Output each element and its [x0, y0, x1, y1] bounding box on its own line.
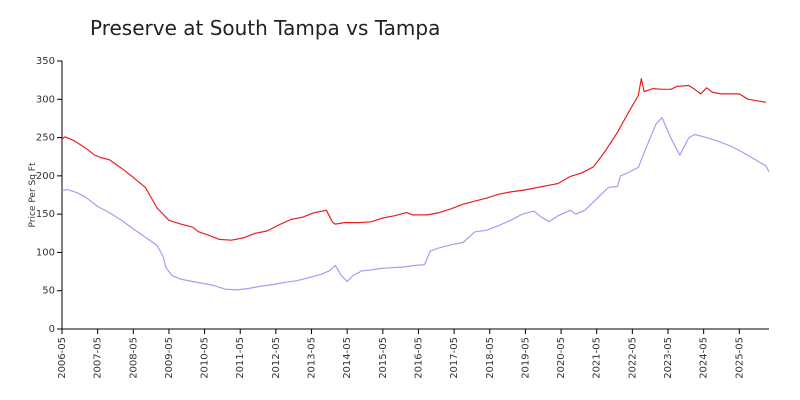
- x-tick-label: 2024-05: [699, 337, 710, 379]
- x-tick-label: 2014-05: [342, 337, 353, 379]
- y-tick-label: 250: [36, 133, 55, 144]
- x-tick-label: 2009-05: [164, 337, 175, 379]
- y-tick-label: 0: [49, 324, 55, 335]
- x-tick-label: 2006-05: [57, 337, 68, 379]
- x-tick-label: 2013-05: [307, 337, 318, 379]
- x-tick-label: 2021-05: [592, 337, 603, 379]
- x-tick-label: 2025-05: [734, 337, 745, 379]
- series-line-red: [61, 78, 767, 241]
- y-tick-label: 100: [36, 247, 55, 258]
- y-tick-label: 50: [42, 286, 55, 297]
- x-tick-label: 2019-05: [520, 337, 531, 379]
- series-lines: [61, 78, 770, 291]
- x-tick-label: 2011-05: [235, 337, 246, 379]
- x-tick-label: 2007-05: [93, 337, 104, 379]
- x-tick-label: 2010-05: [200, 337, 211, 379]
- y-axis-label: Price Per Sq Ft: [28, 162, 38, 227]
- x-tick-label: 2017-05: [449, 337, 460, 379]
- chart-title: Preserve at South Tampa vs Tampa: [90, 16, 441, 40]
- y-tick-label: 150: [36, 209, 55, 220]
- series-line-blue: [61, 117, 770, 291]
- x-tick-label: 2015-05: [378, 337, 389, 379]
- y-tick-label: 200: [36, 171, 55, 182]
- y-tick-label: 350: [36, 56, 55, 67]
- x-tick-label: 2008-05: [128, 337, 139, 379]
- x-tick-label: 2012-05: [271, 337, 282, 379]
- axes: [57, 60, 769, 334]
- x-tick-label: 2023-05: [663, 337, 674, 379]
- x-tick-label: 2018-05: [485, 337, 496, 379]
- x-tick-label: 2022-05: [627, 337, 638, 379]
- x-tick-label: 2020-05: [556, 337, 567, 379]
- y-tick-label: 300: [36, 94, 55, 105]
- tick-labels: 0 50 100 150 200 250 300 350 2006-05 2007-05 2008-…: [36, 56, 745, 379]
- x-tick-label: 2016-05: [413, 337, 424, 379]
